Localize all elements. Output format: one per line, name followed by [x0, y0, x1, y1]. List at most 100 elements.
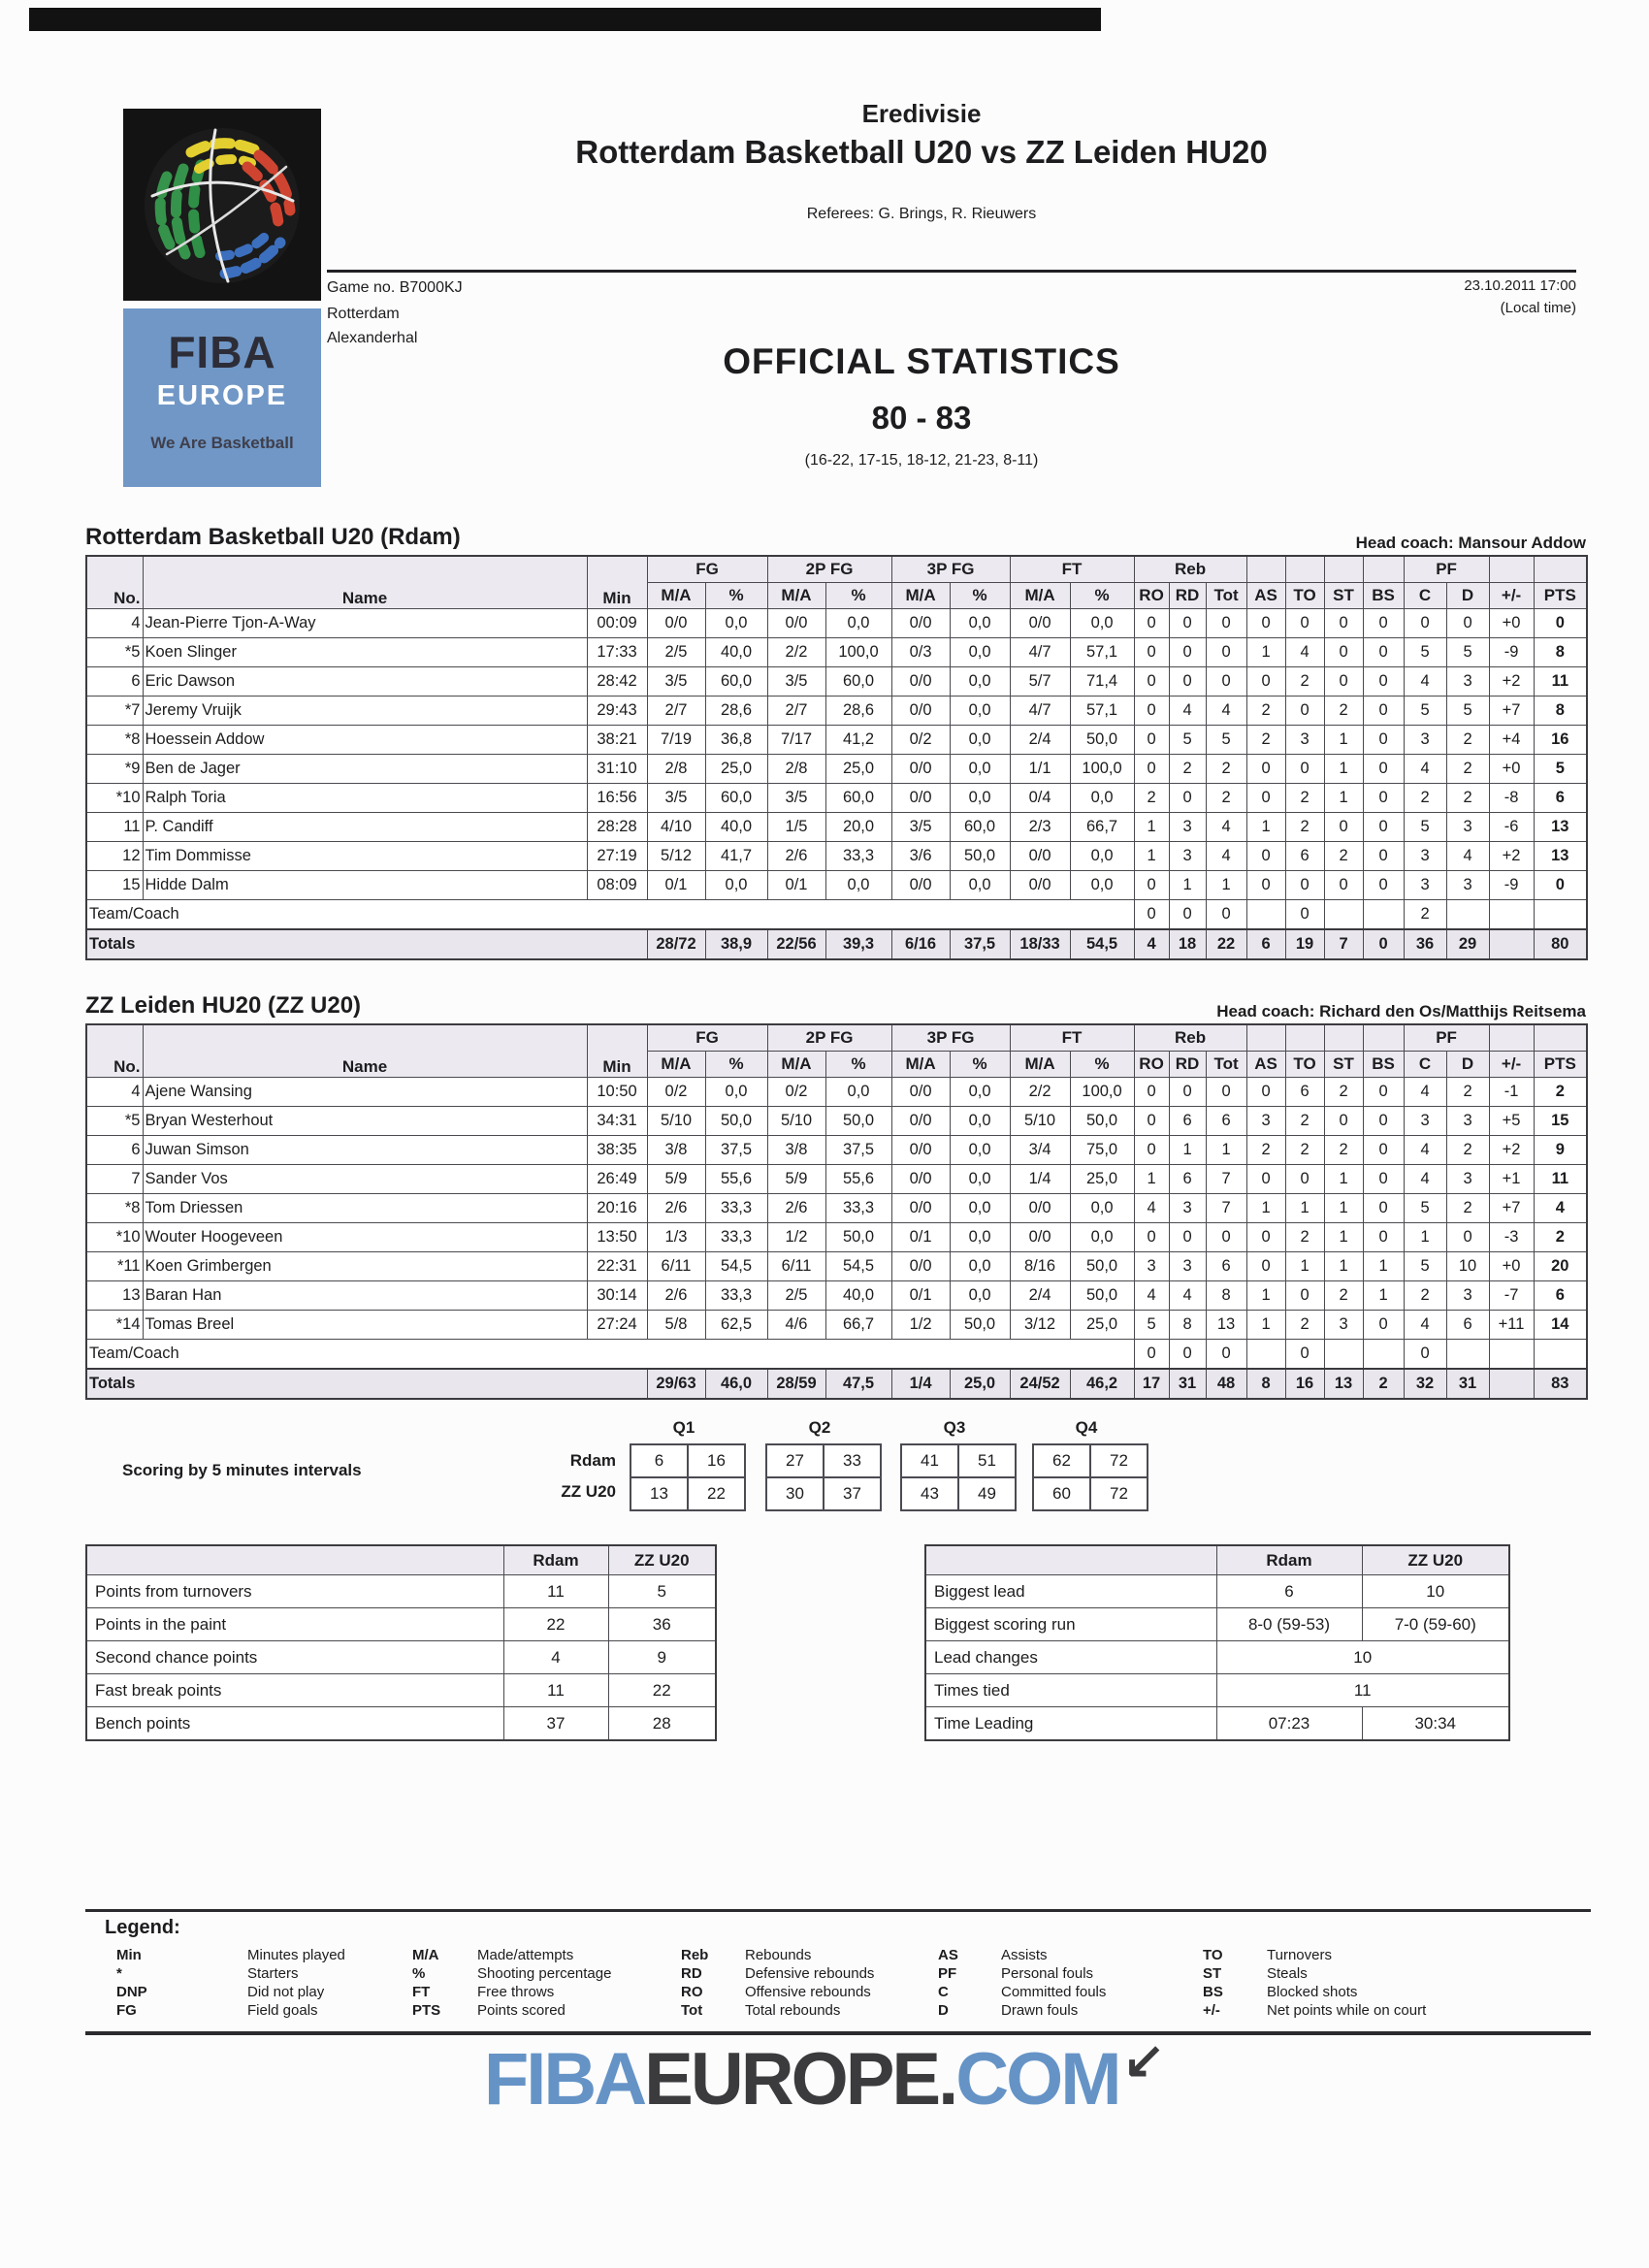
- team1-title: Rotterdam Basketball U20 (Rdam): [85, 524, 461, 550]
- stat-cell: 1: [1323, 1222, 1364, 1252]
- stat-cell: [1488, 1368, 1535, 1400]
- col-group-2pfg: 2P FG: [766, 555, 892, 583]
- stat-cell: 3: [1168, 1193, 1207, 1223]
- stat-cell: 0,0: [949, 1193, 1011, 1223]
- legend-definition: Blocked shots: [1267, 1984, 1358, 2000]
- stat-cell: 2: [1245, 1135, 1286, 1165]
- legend-abbr: AS: [938, 1947, 958, 1963]
- game-number: Game no. B7000KJ: [327, 279, 463, 296]
- col-header-pct: %: [824, 1051, 892, 1078]
- stat-cell: 18: [1168, 928, 1207, 960]
- player-name-cell: Hoessein Addow: [142, 725, 588, 755]
- stat-cell: 2: [1205, 783, 1247, 813]
- stat-cell: 3: [1445, 1106, 1490, 1136]
- legend-definition: Rebounds: [745, 1947, 812, 1963]
- stat-cell: 80: [1533, 928, 1588, 960]
- stat-cell: 0: [1133, 1135, 1170, 1165]
- legend-item: D Drawn fouls: [938, 2001, 1106, 2020]
- logo-tagline: We Are Basketball: [150, 434, 294, 452]
- stat-cell: 0: [1323, 637, 1364, 667]
- stat-cell: 1: [1403, 1222, 1447, 1252]
- col-header-min: Min: [586, 1023, 648, 1078]
- stat-cell: *8: [85, 1193, 144, 1223]
- stat-cell: 2: [1284, 1222, 1325, 1252]
- stat-cell: 6: [1533, 1280, 1588, 1311]
- col-header-bs: BS: [1362, 582, 1405, 609]
- stat-cell: 13: [1533, 841, 1588, 871]
- legend-abbr: Reb: [681, 1947, 709, 1963]
- comparison-value: 30:34: [1361, 1706, 1510, 1741]
- player-row: *11 Koen Grimbergen 22:31 6/11 54,5 6/11 54,5 0…: [85, 1251, 1588, 1281]
- stat-cell: 0: [1284, 696, 1325, 726]
- stat-cell: [1362, 899, 1405, 930]
- legend-item: TO Turnovers: [1203, 1946, 1426, 1964]
- match-title: Rotterdam Basketball U20 vs ZZ Leiden HU…: [575, 134, 1268, 170]
- stat-cell: 2: [1323, 1135, 1364, 1165]
- comparison-row: Second chance points 4 9: [85, 1640, 717, 1674]
- stat-cell: 0: [1168, 637, 1207, 667]
- stat-cell: 5/8: [646, 1310, 706, 1340]
- stat-cell: 2/6: [766, 841, 826, 871]
- legend-abbr: Tot: [681, 2002, 703, 2019]
- comparison-row: Points in the paint 22 36: [85, 1607, 717, 1641]
- stat-cell: 0/0: [1009, 1193, 1071, 1223]
- stat-cell: 0: [1168, 1339, 1207, 1370]
- stat-cell: 0/0: [890, 1193, 951, 1223]
- legend-title: Legend:: [105, 1917, 180, 1938]
- col-header-ma: M/A: [646, 582, 706, 609]
- stat-cell: *5: [85, 637, 144, 667]
- stat-cell: 71,4: [1069, 666, 1135, 697]
- stat-cell: 4: [1133, 1193, 1170, 1223]
- col-header-pts: PTS: [1533, 1051, 1588, 1078]
- stat-cell: 3: [1445, 666, 1490, 697]
- stat-cell: 100,0: [1069, 754, 1135, 784]
- stat-cell: 36: [1403, 928, 1447, 960]
- intervals-label: Scoring by 5 minutes intervals: [122, 1461, 362, 1479]
- stat-cell: 0/0: [890, 783, 951, 813]
- stat-cell: 0: [1362, 1077, 1405, 1107]
- stat-cell: 0,0: [1069, 783, 1135, 813]
- stat-cell: 2/5: [646, 637, 706, 667]
- col-header-c: C: [1403, 582, 1447, 609]
- player-row: *8 Hoessein Addow 38:21 7/19 36,8 7/17 41,2 0/2…: [85, 725, 1588, 755]
- stat-cell: 24/52: [1009, 1368, 1071, 1400]
- stat-cell: 5: [1133, 1310, 1170, 1340]
- col-spacer: [1362, 1023, 1405, 1052]
- stat-cell: 0,0: [1069, 608, 1135, 638]
- stat-cell: [1323, 899, 1364, 930]
- player-row: *14 Tomas Breel 27:24 5/8 62,5 4/6 66,7 1/2 50,0…: [85, 1310, 1588, 1340]
- stat-cell: +2: [1488, 666, 1535, 697]
- legend-column: M/A Made/attempts% Shooting percentage FT Fr…: [412, 1946, 611, 2020]
- stat-cell: 0: [1362, 812, 1405, 842]
- stat-cell: 11: [1533, 1164, 1588, 1194]
- legend-definition: Total rebounds: [745, 2002, 841, 2019]
- cmp-header-blank: [924, 1544, 1217, 1575]
- stat-cell: 0,0: [949, 754, 1011, 784]
- player-name-cell: Baran Han: [142, 1280, 588, 1311]
- stat-cell: +0: [1488, 1251, 1535, 1281]
- stat-cell: 7: [1205, 1164, 1247, 1194]
- intervals-box-q3: 41 51 43 49: [900, 1443, 1017, 1511]
- legend-abbr: +/-: [1203, 2002, 1220, 2019]
- col-header-bs: BS: [1362, 1051, 1405, 1078]
- stat-cell: -3: [1488, 1222, 1535, 1252]
- final-score: 80 - 83: [871, 400, 972, 436]
- stat-cell: 60,0: [824, 783, 892, 813]
- stat-cell: 4: [1133, 928, 1170, 960]
- stat-cell: 0: [1205, 608, 1247, 638]
- stat-cell: 28/72: [646, 928, 706, 960]
- stat-cell: 0,0: [949, 1251, 1011, 1281]
- interval-score-cell: 13: [630, 1476, 689, 1511]
- stat-cell: 3/5: [766, 783, 826, 813]
- team2-title: ZZ Leiden HU20 (ZZ U20): [85, 992, 362, 1019]
- comparison-value: 5: [607, 1574, 717, 1608]
- stat-cell: 20:16: [586, 1193, 648, 1223]
- stat-cell: *10: [85, 1222, 144, 1252]
- legend-definition: Minutes played: [247, 1947, 345, 1963]
- stat-cell: 3: [1323, 1310, 1364, 1340]
- stat-cell: 100,0: [824, 637, 892, 667]
- stat-cell: 20: [1533, 1251, 1588, 1281]
- col-header-name: Name: [142, 555, 588, 609]
- legend-definition: Made/attempts: [477, 1947, 574, 1963]
- stat-cell: 0: [1362, 1135, 1405, 1165]
